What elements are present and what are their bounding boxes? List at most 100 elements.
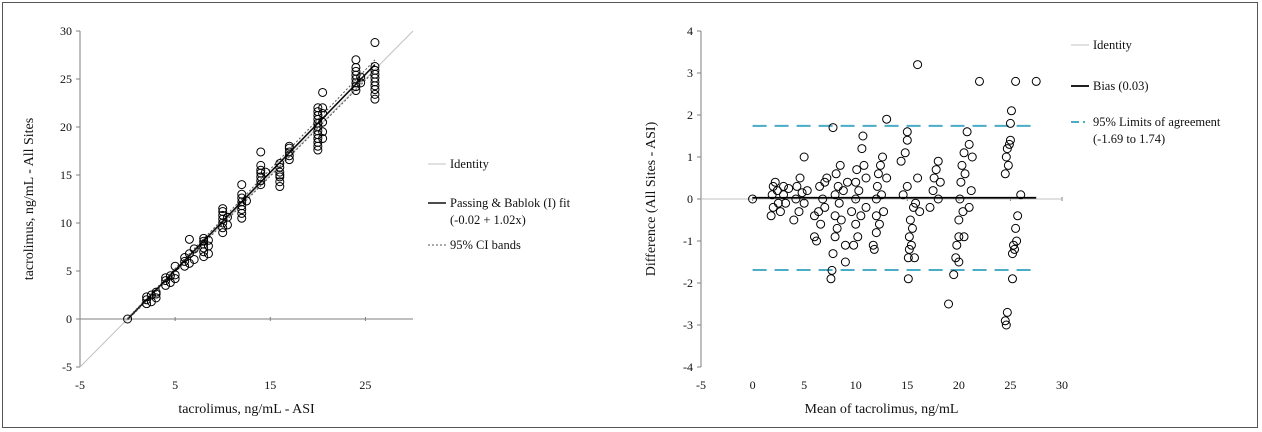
- data-point: [1011, 76, 1021, 86]
- data-point: [828, 123, 838, 133]
- x-tick-label: 10: [850, 378, 862, 392]
- x-tick-label: -5: [696, 378, 706, 392]
- y-tick-label: -4: [683, 360, 693, 374]
- data-point: [854, 186, 864, 196]
- data-point: [261, 167, 271, 177]
- data-point: [222, 220, 232, 230]
- y-tick-label: -2: [683, 276, 693, 290]
- data-point: [840, 240, 850, 250]
- legend-label-identity: Identity: [450, 157, 490, 171]
- legend-label-fit: Passing & Bablok (I) fit: [450, 196, 571, 210]
- data-point: [820, 202, 830, 212]
- data-point: [915, 207, 925, 217]
- data-point: [944, 299, 954, 309]
- data-point: [1010, 244, 1020, 254]
- data-point: [1007, 274, 1017, 284]
- data-point: [1000, 316, 1010, 326]
- data-point: [161, 276, 171, 286]
- data-point: [832, 223, 842, 233]
- data-point: [835, 160, 845, 170]
- data-point: [791, 194, 801, 204]
- data-point: [318, 117, 328, 127]
- data-point: [954, 232, 964, 242]
- data-point: [151, 289, 161, 299]
- data-point: [237, 213, 247, 223]
- x-tick-label: 5: [172, 378, 178, 392]
- data-point: [237, 180, 247, 190]
- y-tick-label: 3: [687, 66, 693, 80]
- y-tick-label: -1: [683, 234, 693, 248]
- data-point: [852, 165, 862, 175]
- passing-bablok-fit-line: [126, 64, 376, 320]
- data-point: [869, 244, 879, 254]
- data-point: [189, 244, 199, 254]
- data-point: [1031, 76, 1041, 86]
- data-point: [908, 202, 918, 212]
- data-point: [275, 172, 285, 182]
- ci-band-upper: [127, 59, 376, 319]
- data-point: [370, 62, 380, 72]
- data-point: [935, 177, 945, 187]
- data-point: [1002, 307, 1012, 317]
- data-point: [256, 147, 266, 157]
- y-axis-title: tacrolimus, ng/mL - All Sites: [22, 118, 37, 280]
- data-point: [838, 186, 848, 196]
- data-point: [165, 271, 175, 281]
- y-tick-label: 30: [60, 24, 72, 38]
- data-point: [772, 186, 782, 196]
- data-point: [161, 273, 171, 283]
- data-point: [834, 198, 844, 208]
- data-point: [199, 243, 209, 253]
- data-point: [964, 139, 974, 149]
- data-point: [815, 181, 825, 191]
- data-point: [792, 181, 802, 191]
- y-axis-title: Difference (All Sites - ASI): [644, 121, 659, 276]
- data-point: [903, 274, 913, 284]
- data-point: [851, 219, 861, 229]
- data-point: [1001, 320, 1011, 330]
- data-point: [351, 55, 361, 65]
- data-point: [142, 299, 152, 309]
- data-point: [878, 152, 888, 162]
- data-point: [370, 94, 380, 104]
- y-tick-label: 1: [687, 150, 693, 164]
- data-point: [802, 186, 812, 196]
- data-point: [949, 270, 959, 280]
- data-point: [873, 169, 883, 179]
- data-point: [903, 253, 913, 263]
- data-point: [275, 170, 285, 180]
- data-point: [859, 160, 869, 170]
- data-point: [818, 194, 828, 204]
- data-point: [170, 270, 180, 280]
- data-point: [275, 182, 285, 192]
- data-point: [799, 198, 809, 208]
- data-point: [820, 177, 830, 187]
- y-tick-label: 0: [66, 312, 72, 326]
- data-point: [974, 76, 984, 86]
- data-point: [898, 190, 908, 200]
- data-point: [1016, 190, 1026, 200]
- data-point: [849, 240, 859, 250]
- data-point: [904, 244, 914, 254]
- data-point: [170, 261, 180, 271]
- data-point: [913, 60, 923, 70]
- data-point: [958, 207, 968, 217]
- data-point: [784, 184, 794, 193]
- data-point: [868, 240, 878, 250]
- data-point: [799, 152, 809, 162]
- data-point: [822, 173, 832, 183]
- data-point: [964, 202, 974, 212]
- data-point: [1000, 169, 1010, 179]
- data-point: [856, 211, 866, 221]
- data-point: [861, 202, 871, 212]
- data-point: [911, 198, 921, 208]
- data-point: [256, 172, 266, 182]
- y-tick-label: 15: [60, 168, 72, 182]
- data-point: [284, 141, 294, 151]
- y-tick-label: 25: [60, 72, 72, 86]
- data-point: [840, 257, 850, 267]
- x-tick-label: 25: [1004, 378, 1016, 392]
- ci-band-lower: [127, 70, 376, 321]
- data-point: [795, 173, 805, 183]
- data-point: [370, 89, 380, 99]
